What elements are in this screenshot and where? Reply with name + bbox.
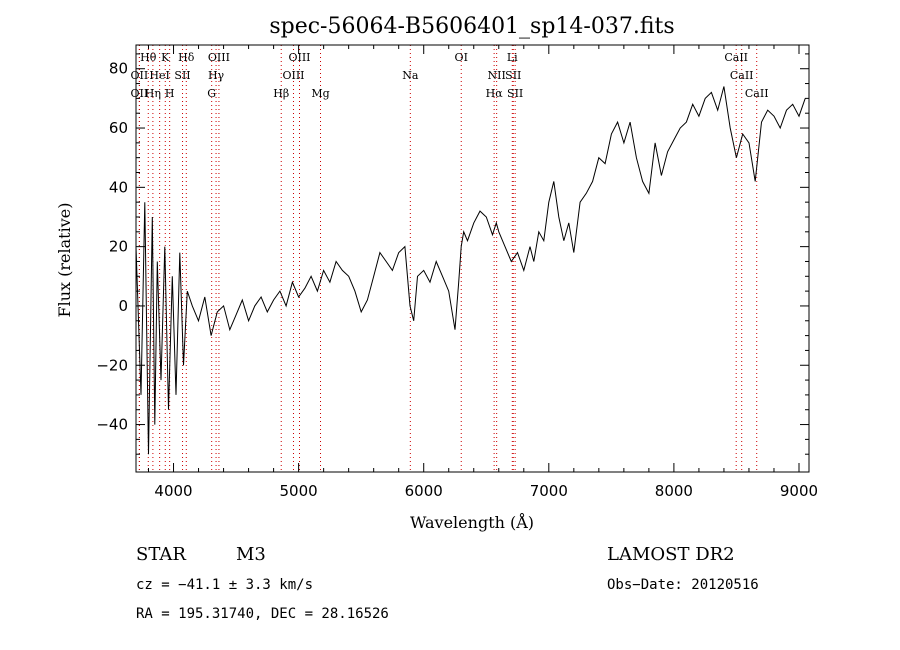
line-label: CaII: [724, 51, 748, 64]
line-label: Hα: [486, 87, 504, 100]
line-label: Hη: [145, 87, 161, 100]
spectral-line-labels: Hθ K Hδ OIII OIII OI Li CaII OII HeI SII Hγ OIII Na NI…: [131, 51, 769, 100]
line-label: OIII: [282, 69, 304, 82]
spectrum-series: [135, 86, 806, 455]
line-label: Hθ: [140, 51, 157, 64]
line-label: OII: [131, 69, 149, 82]
line-label: Hβ: [273, 87, 289, 100]
x-tick-label: 7000: [530, 482, 568, 500]
line-label: K: [161, 51, 170, 64]
y-tick-label: 80: [109, 60, 128, 78]
line-label: OI: [455, 51, 468, 64]
y-tick-label: 60: [109, 119, 128, 137]
spectral-line-markers: [138, 45, 758, 472]
y-tick-label: 40: [109, 178, 128, 196]
line-label: OIII: [288, 51, 310, 64]
y-tick-label: 0: [118, 297, 128, 315]
plot-frame: [135, 44, 810, 473]
y-tick-label: −40: [96, 416, 128, 434]
line-label: Mg: [311, 87, 329, 100]
x-tick-label: 8000: [655, 482, 693, 500]
observation-date: Obs−Date: 20120516: [607, 577, 759, 593]
x-tick-label: 9000: [780, 482, 818, 500]
line-label: Li: [507, 51, 518, 64]
line-label: H: [165, 87, 175, 100]
line-label: OIII: [208, 51, 230, 64]
y-axis-label: Flux (relative): [55, 203, 74, 318]
x-axis-label: Wavelength (Å): [410, 512, 534, 532]
y-axis-ticks: −40 −20 0 20 40 60 80: [96, 53, 809, 455]
line-label: CaII: [745, 87, 769, 100]
y-tick-label: −20: [96, 356, 128, 374]
x-tick-label: 6000: [405, 482, 443, 500]
x-axis-ticks: 4000 5000 6000 7000 8000 9000: [148, 45, 818, 500]
line-label: CaII: [730, 69, 754, 82]
line-label: SII: [507, 87, 523, 100]
object-subclass: M3: [236, 544, 266, 565]
x-tick-label: 4000: [154, 482, 192, 500]
object-class: STAR: [136, 544, 186, 565]
chart-title: spec-56064-B5606401_sp14-037.fits: [269, 14, 674, 39]
x-tick-label: 5000: [280, 482, 318, 500]
line-label: Na: [402, 69, 419, 82]
line-label: Hδ: [178, 51, 195, 64]
line-label: Hγ: [208, 69, 225, 82]
line-label: OII: [131, 87, 149, 100]
sky-coordinates: RA = 195.31740, DEC = 28.16526: [136, 606, 389, 622]
y-tick-label: 20: [109, 238, 128, 256]
line-label: NII: [487, 69, 505, 82]
line-label: SII: [505, 69, 521, 82]
line-label: G: [207, 87, 216, 100]
line-label: SII: [174, 69, 190, 82]
line-label: HeI: [149, 69, 169, 82]
redshift-velocity: cz = −41.1 ± 3.3 km/s: [136, 577, 313, 593]
survey-name: LAMOST DR2: [607, 544, 735, 565]
spectrum-line: [135, 86, 806, 455]
